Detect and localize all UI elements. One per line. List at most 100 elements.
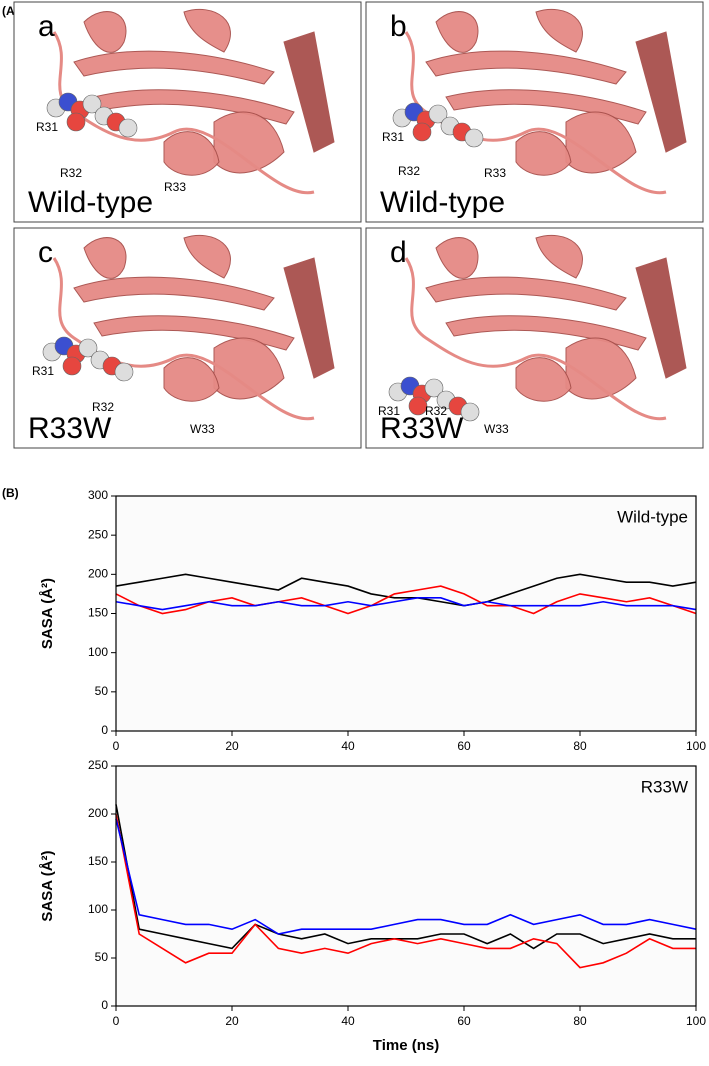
x-tick-label: 80: [573, 1014, 587, 1028]
series-line: [115, 573, 697, 607]
loop: [404, 257, 667, 421]
ribbon: [213, 111, 285, 174]
x-tick-label: 0: [113, 1014, 120, 1028]
protein-structure: [392, 8, 687, 195]
variant-label: Wild-type: [28, 186, 153, 219]
ribbon: [515, 357, 572, 402]
ribbon: [445, 89, 647, 125]
x-tick-label: 60: [457, 1014, 471, 1028]
variant-label: R33W: [28, 412, 112, 445]
ribbon: [425, 276, 627, 311]
residue-label: R32: [60, 166, 82, 180]
ribbon: [565, 337, 637, 400]
y-tick-label: 0: [101, 998, 108, 1012]
residue-label: R31: [36, 120, 58, 134]
x-tick-label: 40: [341, 1014, 355, 1028]
protein-structure: [42, 234, 335, 421]
ribbon: [163, 131, 220, 176]
atom-sphere: [66, 112, 86, 132]
loop: [404, 31, 667, 195]
x-tick-label: 20: [225, 739, 239, 753]
protein-structure: [46, 8, 335, 195]
ribbon: [425, 50, 627, 85]
y-tick-label: 300: [88, 488, 108, 502]
x-tick-label: 60: [457, 739, 471, 753]
protein-structure: [388, 234, 687, 422]
plot-area: [116, 496, 696, 731]
residue-label: R33: [164, 180, 186, 194]
residue-label: R33: [484, 166, 506, 180]
variant-label: R33W: [380, 412, 464, 445]
series-line: [115, 804, 696, 950]
series-line: [115, 813, 696, 969]
series-line: [115, 585, 697, 615]
plot-area: [116, 766, 696, 1006]
residue-label: R32: [398, 164, 420, 178]
residue-label: W33: [484, 422, 509, 436]
atom-sphere: [460, 402, 480, 422]
ribbon: [83, 237, 127, 279]
y-tick-label: 150: [88, 854, 108, 868]
x-tick-label: 40: [341, 739, 355, 753]
x-tick-label: 100: [686, 739, 706, 753]
residue-label: R31: [32, 364, 54, 378]
ribbon: [283, 257, 335, 379]
y-tick-label: 200: [88, 806, 108, 820]
ribbon: [213, 337, 285, 400]
y-tick-label: 100: [88, 902, 108, 916]
ribbon: [635, 31, 687, 153]
panel-letter: d: [390, 236, 407, 269]
series-line: [115, 597, 697, 611]
panel-letter: b: [390, 10, 407, 43]
residue-label: R31: [378, 404, 400, 418]
ribbon: [73, 50, 275, 85]
y-tick-label: 100: [88, 645, 108, 659]
residue-label: R32: [425, 404, 447, 418]
loop: [52, 31, 315, 195]
atom-sphere: [114, 362, 134, 382]
ribbon: [73, 276, 275, 311]
ribbon: [93, 315, 295, 351]
annotation: R33W: [641, 777, 688, 796]
atom-sphere: [118, 118, 138, 138]
y-axis-label: SASA (Å²): [39, 578, 56, 649]
x-axis-label: Time (ns): [373, 1037, 439, 1054]
ribbon: [283, 31, 335, 153]
atom-sphere: [408, 396, 428, 416]
ribbon: [435, 237, 479, 279]
atom-sphere: [412, 122, 432, 142]
x-tick-label: 0: [113, 739, 120, 753]
panel-label: (B): [2, 486, 19, 500]
atom-sphere: [428, 104, 448, 124]
y-tick-label: 250: [88, 527, 108, 541]
annotation: Wild-type: [617, 507, 688, 526]
x-tick-label: 80: [573, 739, 587, 753]
ribbon: [93, 89, 295, 125]
residue-label: W33: [190, 422, 215, 436]
ribbon: [445, 315, 647, 351]
y-tick-label: 150: [88, 606, 108, 620]
ribbon: [535, 8, 583, 53]
residue-label: R32: [92, 400, 114, 414]
ribbon: [635, 257, 687, 379]
panel-letter: c: [38, 236, 53, 269]
y-tick-label: 50: [95, 950, 109, 964]
ribbon: [515, 131, 572, 176]
variant-label: Wild-type: [380, 186, 505, 219]
atom-sphere: [78, 338, 98, 358]
atom-sphere: [62, 356, 82, 376]
x-tick-label: 100: [686, 1014, 706, 1028]
ribbon: [183, 234, 231, 279]
y-tick-label: 250: [88, 758, 108, 772]
atom-sphere: [464, 128, 484, 148]
y-axis-label: SASA (Å²): [39, 850, 56, 921]
y-tick-label: 50: [95, 684, 109, 698]
atom-sphere: [424, 378, 444, 398]
y-tick-label: 0: [101, 723, 108, 737]
ribbon: [83, 11, 127, 53]
ribbon: [435, 11, 479, 53]
ribbon: [183, 8, 231, 53]
x-tick-label: 20: [225, 1014, 239, 1028]
ribbon: [565, 111, 637, 174]
